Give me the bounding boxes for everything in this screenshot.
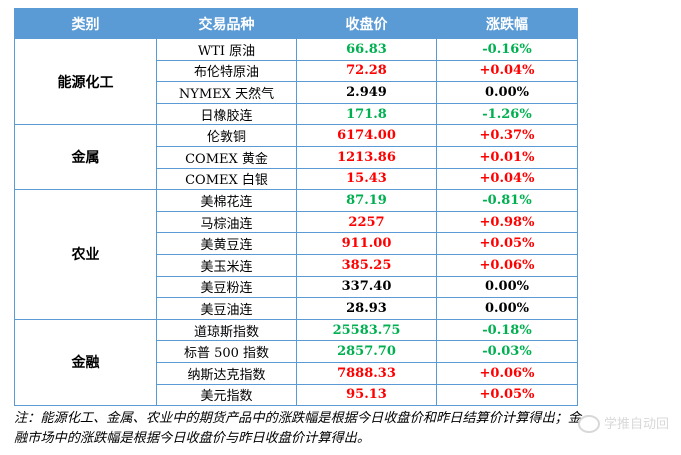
close-price-cell: 66.83 [296,38,437,61]
product-name-cell: NYMEX 天然气 [156,81,297,104]
change-pct-cell: +0.05% [436,232,578,255]
close-price-cell: 2857.70 [296,340,437,363]
table-row: COMEX 黄金 1213.86 +0.01% [15,146,578,169]
table-row: 布伦特原油 72.28 +0.04% [15,60,578,83]
table-row: 美玉米连 385.25 +0.06% [15,254,578,277]
header-row: 类别 交易品种 收盘价 涨跌幅 [14,8,578,39]
change-pct-cell: +0.06% [436,362,578,385]
footnote: 注：能源化工、金属、农业中的期货产品中的涨跌幅是根据今日收盘价和昨日结算价计算得… [14,411,582,446]
table-row: 纳斯达克指数 7888.33 +0.06% [15,362,578,385]
table-row: 金融 道琼斯指数 25583.75 -0.18% [14,319,578,407]
close-price-cell: 87.19 [296,189,437,212]
change-pct-cell: 0.00% [436,297,578,320]
table-row: 美元指数 95.13 +0.05% [15,384,578,407]
table-body: 能源化工 WTI 原油 66.83 -0.16% 布伦特原油 72.28 +0.04% NYM… [14,38,578,407]
change-pct-cell: +0.01% [436,146,578,169]
close-price-cell: 337.40 [296,276,437,299]
market-table: 类别 交易品种 收盘价 涨跌幅 能源化工 WTI 原油 66.83 -0.16% 布伦特… [14,8,578,407]
close-price-cell: 2.949 [296,81,437,104]
product-name-cell: 伦敦铜 [156,124,297,147]
table-row: COMEX 白银 15.43 +0.04% [15,168,578,191]
change-pct-cell: -0.18% [436,319,578,342]
product-name-cell: 马棕油连 [156,211,297,234]
change-pct-cell: 0.00% [436,276,578,299]
change-pct-cell: 0.00% [436,81,578,104]
change-pct-cell: -0.03% [436,340,578,363]
product-name-cell: 美豆粉连 [156,276,297,299]
product-name-cell: COMEX 白银 [156,168,297,191]
close-price-cell: 911.00 [296,232,437,255]
table-row: 日橡胶连 171.8 -1.26% [15,103,578,126]
product-name-cell: 纳斯达克指数 [156,362,297,385]
close-price-cell: 95.13 [296,384,437,407]
table-row: 美黄豆连 911.00 +0.05% [15,232,578,255]
close-price-cell: 28.93 [296,297,437,320]
product-name-cell: 标普 500 指数 [156,340,297,363]
close-price-cell: 25583.75 [296,319,437,342]
product-name-cell: 美豆油连 [156,297,297,320]
close-price-cell: 2257 [296,211,437,234]
header-change: 涨跌幅 [436,8,578,39]
change-pct-cell: +0.04% [436,168,578,191]
close-price-cell: 385.25 [296,254,437,277]
close-price-cell: 7888.33 [296,362,437,385]
table-row: 美豆粉连 337.40 0.00% [15,276,578,299]
product-name-cell: 美黄豆连 [156,232,297,255]
product-name-cell: 美棉花连 [156,189,297,212]
change-pct-cell: -0.16% [436,38,578,61]
table-row: 马棕油连 2257 +0.98% [15,211,578,234]
close-price-cell: 6174.00 [296,124,437,147]
change-pct-cell: +0.37% [436,124,578,147]
category-cell: 金属 [14,124,157,191]
table-row: NYMEX 天然气 2.949 0.00% [15,81,578,104]
change-pct-cell: -1.26% [436,103,578,126]
market-table-container: 类别 交易品种 收盘价 涨跌幅 能源化工 WTI 原油 66.83 -0.16% 布伦特… [14,8,578,407]
table-row: 美豆油连 28.93 0.00% [15,297,578,320]
header-category: 类别 [14,8,157,39]
close-price-cell: 15.43 [296,168,437,191]
table-row: 农业 美棉花连 87.19 -0.81% [14,189,578,320]
watermark: 学推自动回 [577,413,669,433]
change-pct-cell: -0.81% [436,189,578,212]
product-name-cell: 道琼斯指数 [156,319,297,342]
change-pct-cell: +0.04% [436,60,578,83]
close-price-cell: 1213.86 [296,146,437,169]
category-cell: 农业 [14,189,157,320]
category-cell: 金融 [14,319,157,407]
table-row: 金属 伦敦铜 6174.00 +0.37% [14,124,578,191]
change-pct-cell: +0.06% [436,254,578,277]
product-name-cell: COMEX 黄金 [156,146,297,169]
close-price-cell: 171.8 [296,103,437,126]
close-price-cell: 72.28 [296,60,437,83]
header-close: 收盘价 [296,8,437,39]
product-name-cell: 美玉米连 [156,254,297,277]
product-name-cell: 布伦特原油 [156,60,297,83]
header-product: 交易品种 [156,8,297,39]
table-row: 标普 500 指数 2857.70 -0.03% [15,340,578,363]
watermark-logo-icon [577,415,600,433]
category-cell: 能源化工 [14,38,157,126]
change-pct-cell: +0.05% [436,384,578,407]
product-name-cell: WTI 原油 [156,38,297,61]
change-pct-cell: +0.98% [436,211,578,234]
product-name-cell: 美元指数 [156,384,297,407]
product-name-cell: 日橡胶连 [156,103,297,126]
table-row: 能源化工 WTI 原油 66.83 -0.16% [14,38,578,126]
watermark-text: 学推自动回 [603,416,669,432]
